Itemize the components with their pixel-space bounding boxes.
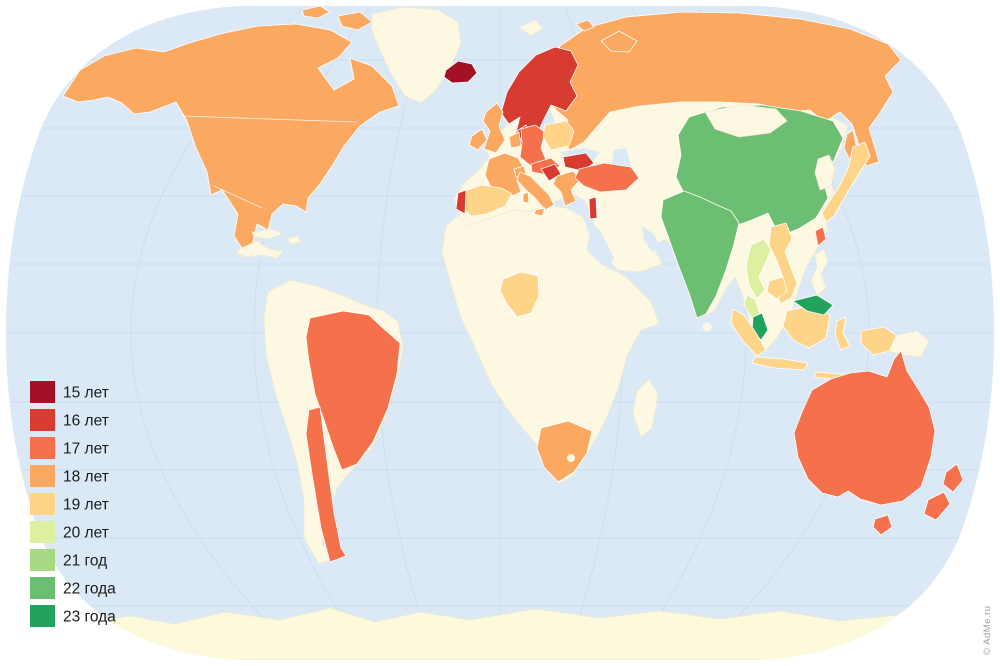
country-israel — [588, 196, 598, 220]
red-sea — [586, 222, 614, 268]
country-north-america — [62, 23, 400, 251]
persian-gulf — [642, 226, 660, 252]
country-greece — [552, 170, 581, 207]
country-indonesia-sulawesi — [834, 316, 851, 351]
country-turkey — [574, 162, 640, 193]
legend-swatch-18 — [30, 465, 55, 487]
us-canada-border — [181, 115, 357, 123]
country-united-kingdom — [482, 102, 506, 154]
country-south-africa — [536, 420, 593, 483]
country-vietnam — [768, 222, 798, 305]
country-arctic-islands — [301, 6, 373, 31]
country-africa — [441, 204, 660, 485]
us-mexico-border — [213, 185, 263, 209]
legend-label-17: 17 лет — [63, 441, 109, 458]
country-benelux — [508, 131, 522, 149]
country-sri-lanka — [702, 322, 712, 332]
legend-label-21: 21 год — [63, 553, 107, 570]
country-madagascar — [632, 378, 659, 438]
watermark-adme: © AdMe.ru — [982, 605, 993, 655]
country-ireland — [468, 128, 488, 151]
country-hispaniola — [287, 235, 302, 245]
country-russia-novaya-zemlya — [575, 19, 638, 53]
country-italy — [516, 171, 555, 217]
legend-swatch-19 — [30, 493, 55, 515]
country-iceland — [443, 60, 478, 84]
country-svalbard — [518, 19, 544, 37]
country-croatia — [540, 163, 562, 182]
legend-swatch-23 — [30, 605, 55, 627]
legend-label-16: 16 лет — [63, 413, 109, 430]
country-australia — [793, 350, 936, 506]
country-greenland — [370, 6, 462, 104]
legend-swatch-15 — [30, 381, 55, 403]
legend-label-22: 22 года — [63, 581, 116, 598]
country-nigeria — [499, 271, 540, 318]
country-new-zealand — [923, 463, 964, 521]
legend-swatch-22 — [30, 577, 55, 599]
country-korea — [814, 154, 836, 191]
country-portugal — [455, 189, 467, 215]
legend-swatch-17 — [30, 437, 55, 459]
country-scandinavia — [500, 46, 579, 150]
country-indonesia-sumatra — [730, 308, 767, 357]
legend-swatch-21 — [30, 549, 55, 571]
legend-swatch-20 — [30, 521, 55, 543]
country-india — [660, 190, 740, 319]
country-lesotho — [567, 454, 575, 462]
country-philippines — [810, 248, 829, 297]
country-cuba — [251, 228, 284, 240]
country-tasmania — [872, 514, 893, 536]
country-cambodia — [766, 276, 788, 300]
legend-label-23: 23 года — [63, 609, 116, 626]
country-russia — [545, 11, 902, 167]
country-poland — [542, 120, 575, 151]
legend-label-20: 20 лет — [63, 525, 109, 542]
country-papua-new-guinea — [888, 330, 930, 358]
legend: 15 лет 16 лет 17 лет 18 лет 19 лет 20 ле… — [30, 381, 116, 627]
legend-swatch-16 — [30, 409, 55, 431]
country-malaysia-borneo — [792, 294, 834, 316]
country-central-america — [235, 240, 284, 259]
legend-label-19: 19 лет — [63, 497, 109, 514]
country-japan — [821, 141, 871, 223]
country-taiwan — [814, 226, 827, 247]
legend-label-18: 18 лет — [63, 469, 109, 486]
country-chile — [305, 406, 347, 563]
legend-label-15: 15 лет — [63, 385, 109, 402]
country-mongolia — [704, 104, 788, 138]
country-brazil — [305, 310, 401, 471]
